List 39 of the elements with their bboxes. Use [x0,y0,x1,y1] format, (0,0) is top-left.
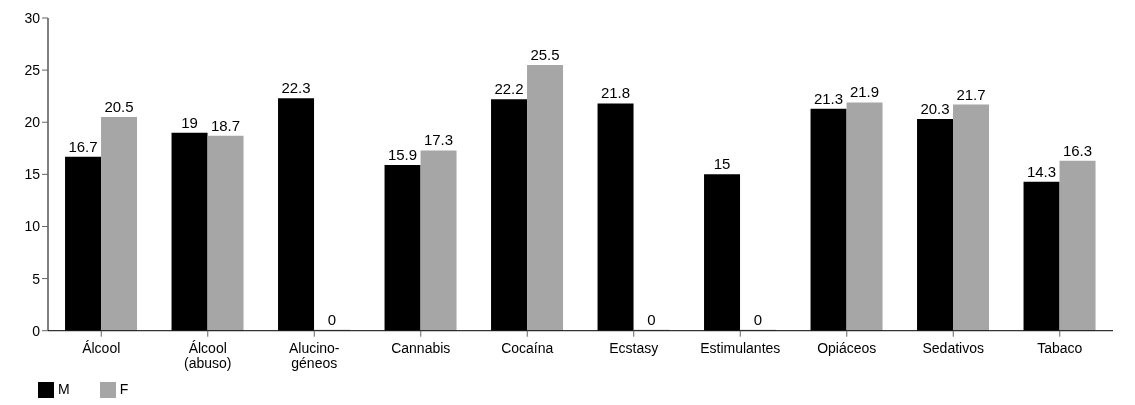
data-label: 20.3 [920,100,950,118]
data-label: 21.7 [956,85,986,103]
data-label: 21.8 [600,84,631,102]
data-label: 18.7 [210,116,241,134]
data-label: 19 [181,113,198,131]
x-tick-label: Cocaína [501,339,554,356]
x-tick-label: Tabaco [1037,339,1083,356]
x-tick-label: Álcool (abuso) [184,339,232,371]
data-label: 21.9 [849,83,880,101]
y-tick-label: 0 [32,322,41,339]
x-tick-label: Cannabis [391,339,451,356]
data-label: 15.9 [387,145,418,163]
y-tick-label: 10 [24,218,41,235]
data-label: 17.3 [423,131,454,149]
y-tick-label: 25 [24,62,41,79]
x-tick-label: Estimulantes [700,339,781,356]
data-label: 14.3 [1026,162,1057,180]
x-tick-label: Ecstasy [609,339,659,356]
y-tick-label: 30 [24,9,41,26]
y-tick-label: 5 [32,270,41,287]
data-label: 25.5 [530,45,560,63]
x-tick-label: Opiáceos [817,339,877,356]
data-label: 16.3 [1062,141,1093,159]
data-label: 16.7 [68,137,98,155]
data-label: 22.3 [281,79,311,97]
x-tick-label: Álcool [82,339,121,356]
legend-label: F [119,380,129,397]
x-tick-label: Sedativos [922,339,984,356]
data-label: 0 [753,310,763,328]
x-tick-label: Alucino- géneos [288,339,340,371]
y-tick-label: 15 [24,166,41,183]
legend-label: M [58,380,70,397]
data-label: 0 [647,310,656,328]
y-tick-label: 20 [24,114,41,131]
data-label: 15 [713,155,731,173]
data-label: 0 [327,310,337,328]
data-label: 21.3 [813,89,844,107]
data-label: 22.2 [494,80,524,98]
data-label: 20.5 [104,98,134,116]
